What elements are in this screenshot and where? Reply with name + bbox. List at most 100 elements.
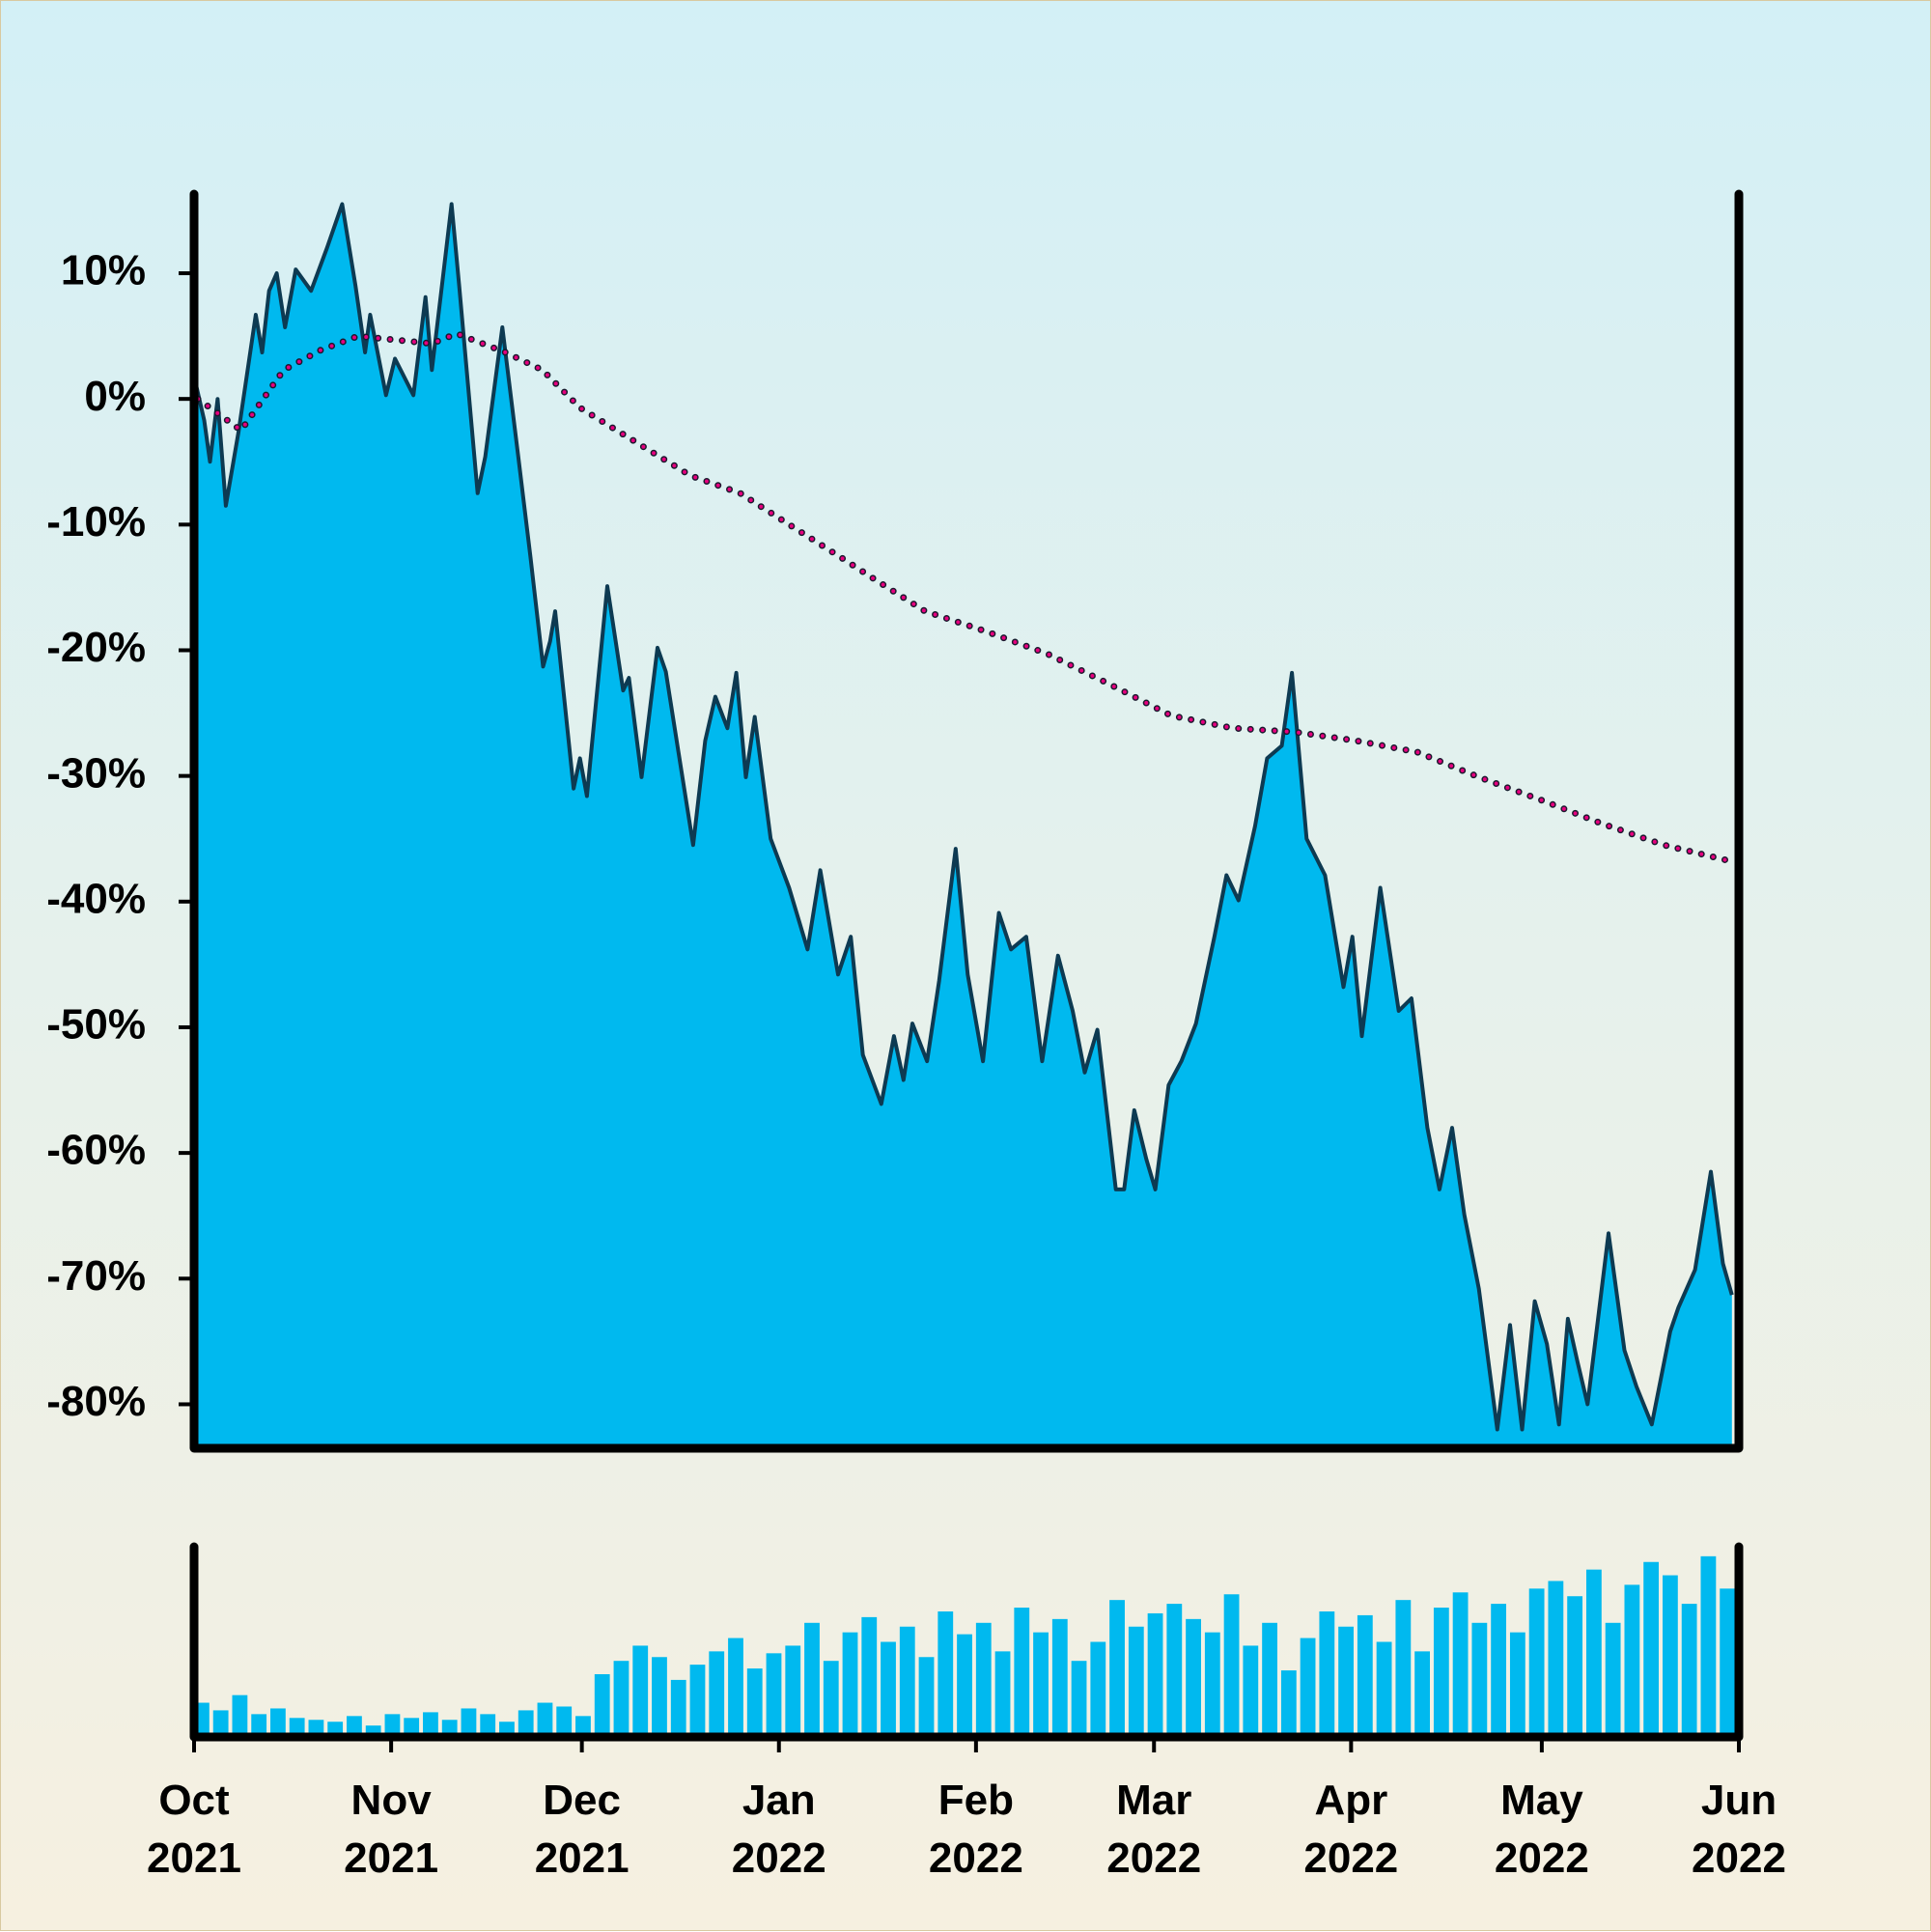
volume-bar [994,1651,1011,1737]
volume-bar [594,1673,610,1737]
volume-bar [1090,1641,1106,1737]
volume-bar [1223,1594,1240,1737]
volume-bar [613,1661,630,1737]
volume-bar [480,1714,496,1737]
volume-bar [1319,1610,1335,1737]
volume-bar [785,1645,801,1737]
volume-bar [251,1714,267,1737]
volume-bar [212,1710,229,1737]
volume-bar [1280,1670,1297,1737]
volume-bar [1605,1622,1621,1737]
x-tick-label: Nov 2021 [344,1777,439,1882]
y-tick-label: -70% [46,1252,146,1300]
volume-bar [1491,1604,1507,1737]
volume-bar [1033,1632,1049,1737]
volume-bar [1585,1569,1602,1737]
volume-bar [1548,1581,1564,1737]
volume-bar [365,1725,381,1737]
volume-bar [1452,1592,1469,1737]
y-tick-label: -30% [46,749,146,797]
volume-bar [1014,1608,1030,1737]
volume-bar [1700,1555,1717,1737]
volume-bar [1338,1626,1354,1737]
y-tick-label: -40% [46,875,146,922]
volume-bar [575,1716,591,1737]
volume-bar [975,1622,992,1737]
volume-bar [899,1626,915,1737]
volume-bar [289,1718,305,1737]
volume-bar [918,1657,935,1737]
y-tick-label: -50% [46,1001,146,1049]
volume-bar [384,1714,401,1737]
y-tick-label: -60% [46,1127,146,1174]
volume-bar [1624,1584,1640,1737]
volume-bar [518,1710,534,1737]
volume-bar [652,1657,667,1737]
volume-bar [1166,1604,1183,1737]
volume-bar [1567,1596,1583,1737]
x-tick-label: Jun 2022 [1692,1777,1786,1882]
price-area [194,204,1732,1448]
volume-bar [1243,1645,1259,1737]
volume-bar [823,1661,839,1737]
y-tick-label: -20% [46,624,146,671]
volume-bar [689,1665,706,1737]
price-line [192,202,1734,1432]
volume-bar [1300,1638,1316,1737]
volume-bar [804,1622,820,1737]
volume-bar [1204,1632,1220,1737]
volume-bar [1357,1614,1373,1737]
volume-bar [461,1708,477,1737]
y-tick-label: -80% [46,1378,146,1425]
volume-bar [728,1638,743,1737]
volume-bar [537,1702,553,1737]
volume-bar [404,1718,420,1737]
volume-bar [1509,1632,1525,1737]
volume-bar [842,1632,858,1737]
volume-bar [1433,1608,1449,1737]
y-tick-label: 10% [61,247,146,294]
volume-frame [189,1542,1744,1742]
volume-bar [1643,1561,1660,1737]
x-tick-label: Apr 2022 [1303,1777,1399,1882]
volume-bar [766,1653,782,1737]
moving-average [196,331,1734,864]
y-tick-label: -10% [46,498,146,546]
volume-bar [1414,1651,1430,1737]
volume-bar [746,1668,763,1737]
volume-bar [709,1651,725,1737]
volume-bar [1376,1641,1392,1737]
volume-bar [938,1610,954,1737]
volume-bar [1662,1575,1678,1737]
volume-bar [1109,1600,1125,1737]
volume-bar [1262,1622,1277,1737]
x-tick-label: Oct 2021 [147,1777,241,1882]
volume-bar [1128,1626,1144,1737]
volume-bar [881,1641,896,1737]
volume-bar [347,1716,362,1737]
volume-bar [1681,1604,1697,1737]
volume-bar [1051,1618,1068,1737]
volume-bar [1528,1588,1545,1737]
x-tick-label: Mar 2022 [1106,1777,1202,1882]
volume-bar [1395,1600,1412,1737]
volume-bar [423,1712,438,1737]
volume-bar [1471,1622,1488,1737]
volume-bar [1720,1588,1736,1737]
volume-bar [232,1694,248,1737]
volume-bar [1147,1612,1163,1737]
volume-bar [957,1634,972,1737]
volume-bar [632,1645,649,1737]
x-tick-label: May 2022 [1494,1777,1589,1882]
volume-bar [670,1679,686,1737]
volume-bar [556,1706,573,1737]
x-tick-label: Dec 2021 [534,1777,630,1882]
volume-bar [1071,1661,1087,1737]
volume-bar [861,1616,878,1737]
volume-bar [1186,1618,1201,1737]
volume-bar [270,1708,286,1737]
y-tick-label: 0% [84,373,146,420]
x-tick-label: Feb 2022 [928,1777,1023,1882]
